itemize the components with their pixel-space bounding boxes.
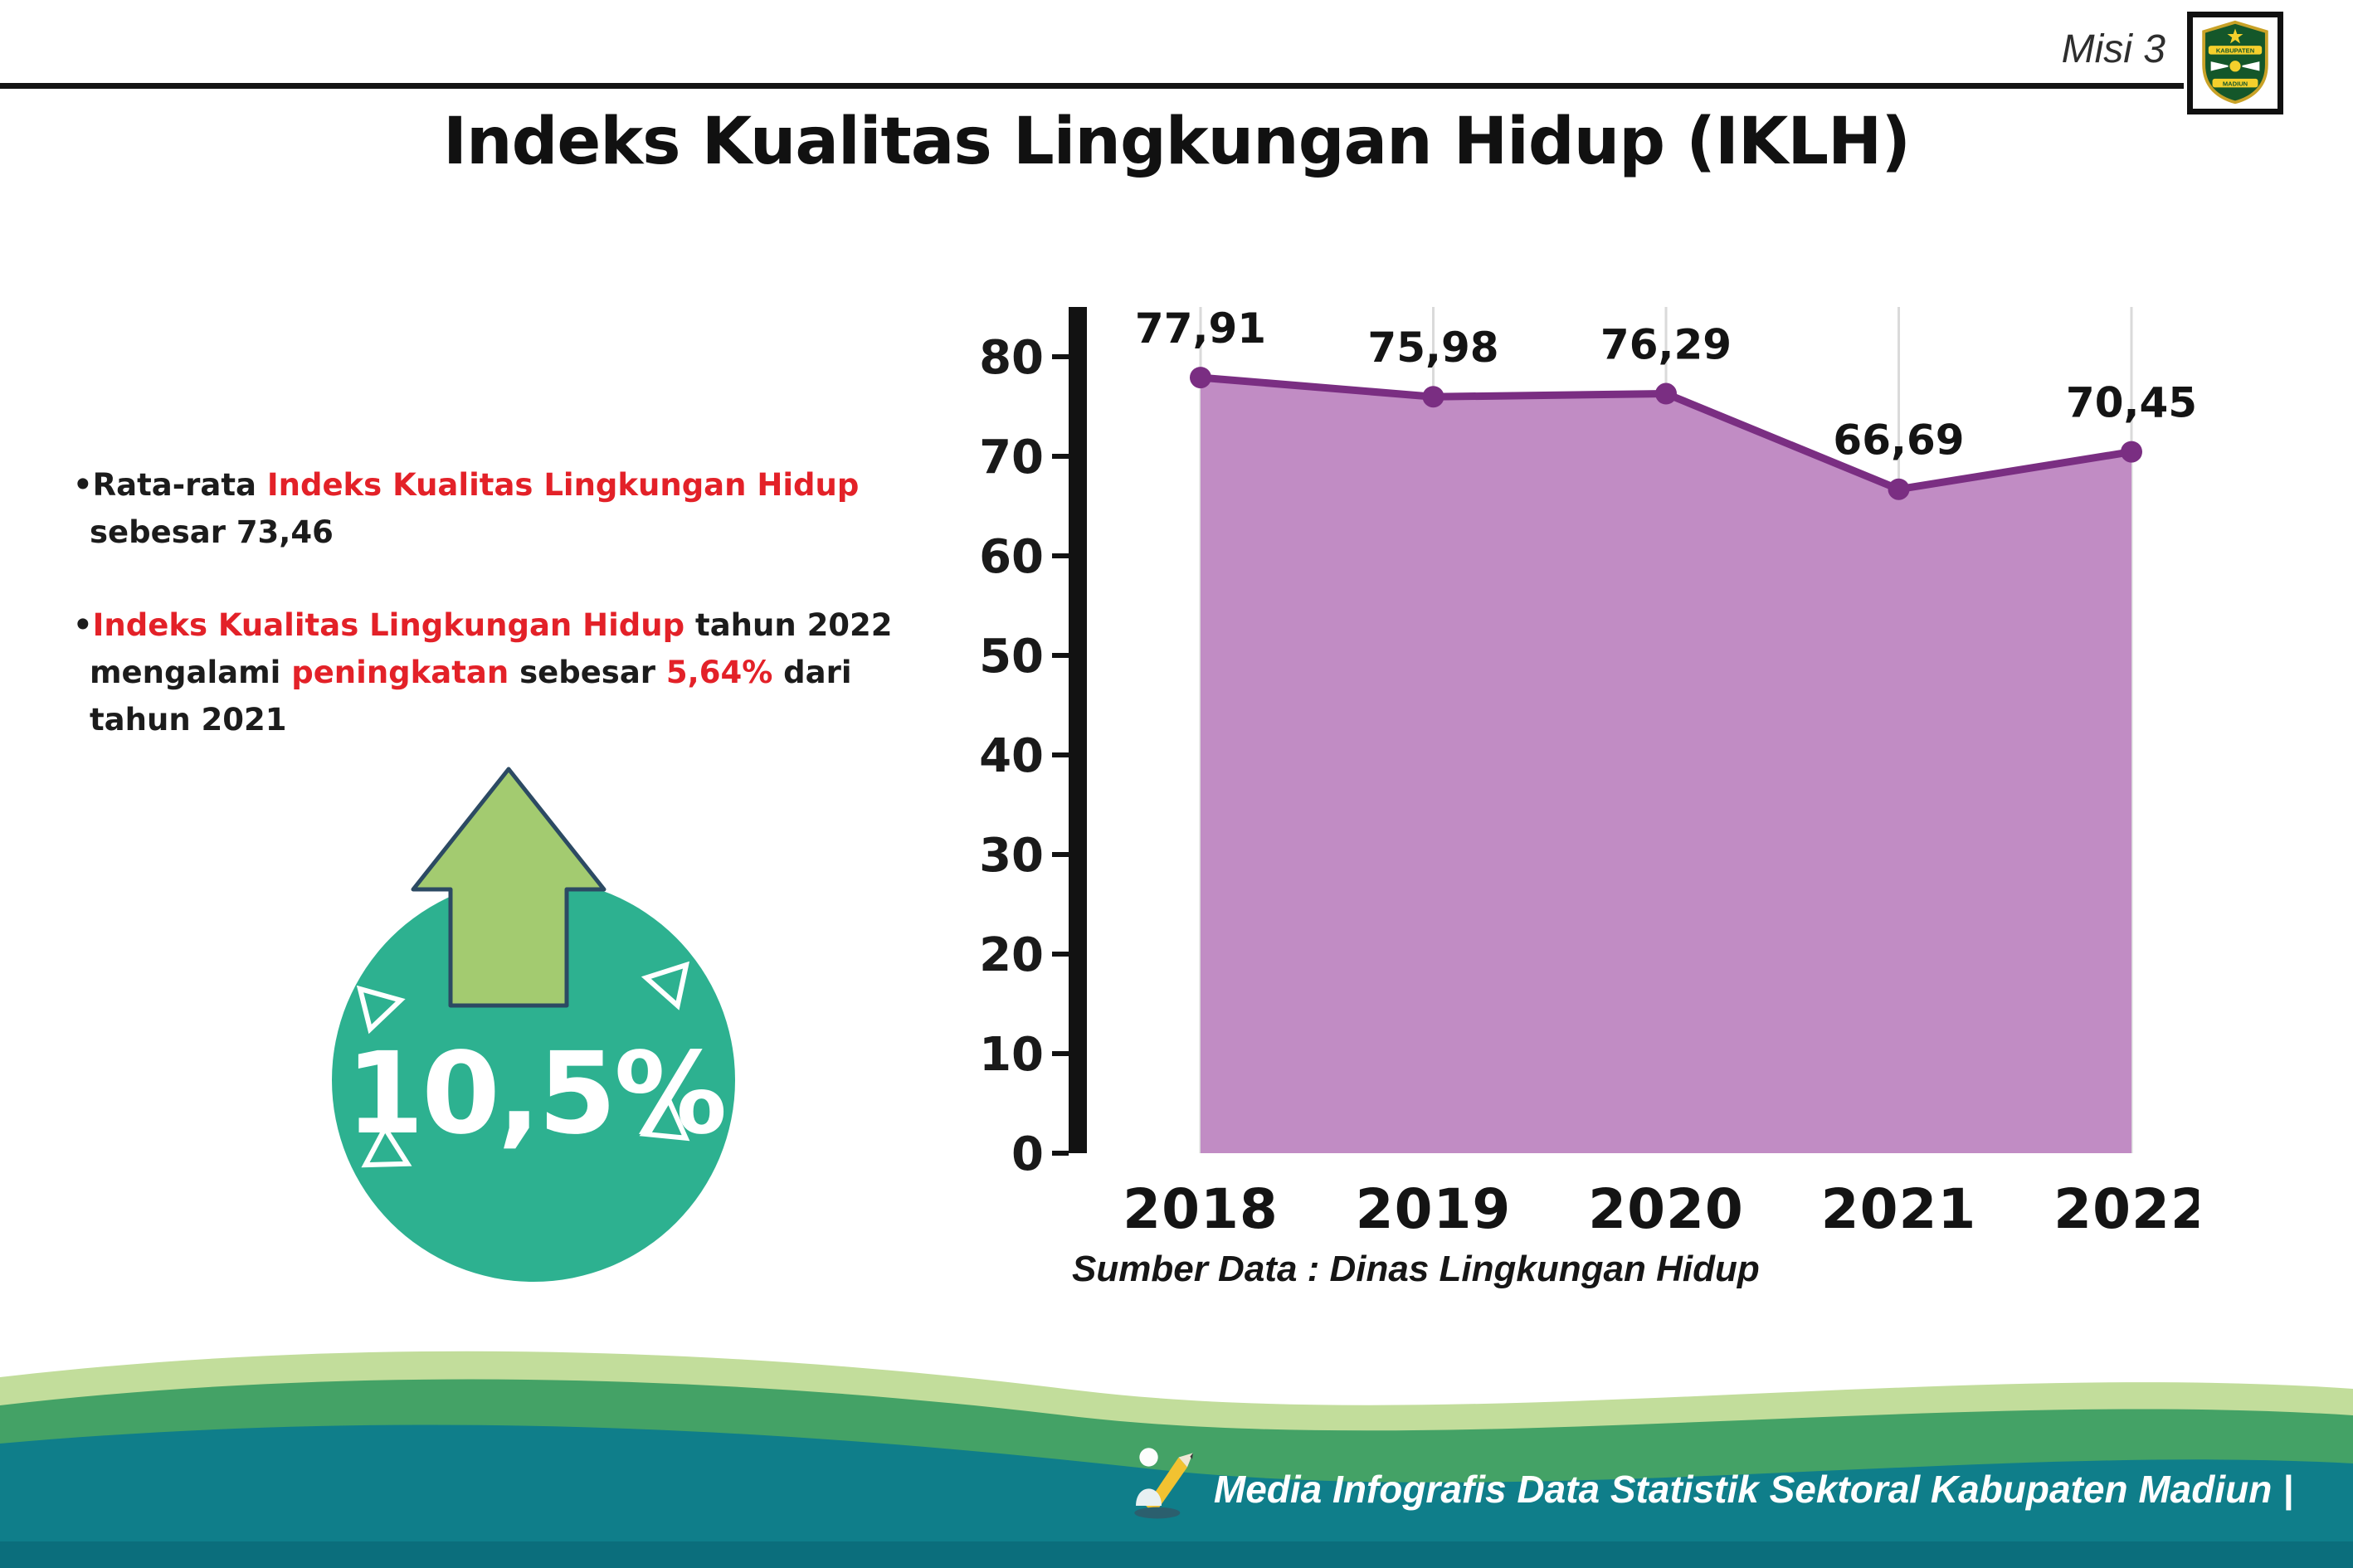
bullet2-dot: • [73, 606, 93, 643]
logo-bottom-text: MADIUN [2223, 80, 2248, 87]
svg-text:40: 40 [979, 729, 1044, 783]
bullet2-text-2: mengalami [90, 655, 292, 691]
increase-badge [332, 767, 735, 1282]
svg-text:2020: 2020 [1588, 1177, 1744, 1241]
bullet2-text-1: tahun 2022 [684, 606, 893, 643]
svg-text:70,45: 70,45 [2066, 379, 2197, 427]
svg-text:2022: 2022 [2053, 1177, 2199, 1241]
bullet-increase-iklh: •Indeks Kualitas Lingkungan Hidup tahun … [73, 601, 893, 744]
bullet2-highlight-1: Indeks Kualitas Lingkungan Hidup [92, 606, 685, 643]
svg-text:75,98: 75,98 [1367, 324, 1498, 372]
svg-text:2019: 2019 [1356, 1177, 1512, 1241]
bullet2-text-4: dari [772, 655, 852, 691]
svg-text:77,91: 77,91 [1135, 304, 1266, 353]
bullet2-text-3: sebesar [509, 655, 666, 691]
svg-text:60: 60 [979, 530, 1044, 584]
badge-percentage-value: 10,5% [345, 1029, 728, 1160]
svg-text:76,29: 76,29 [1600, 321, 1732, 369]
footer-text: Media Infografis Data Statistik Sektoral… [1213, 1468, 2293, 1511]
svg-text:2021: 2021 [1821, 1177, 1977, 1241]
kabupaten-madiun-crest-icon: KABUPATEN MADIUN [2202, 20, 2268, 105]
bullet1-text: •Rata-rata [73, 467, 267, 503]
svg-text:10: 10 [979, 1028, 1044, 1082]
bullet2-highlight-3: 5,64% [665, 655, 773, 691]
svg-text:50: 50 [979, 630, 1044, 684]
footer-bar: Media Infografis Data Statistik Sektoral… [1126, 1437, 2293, 1523]
svg-text:70: 70 [979, 431, 1044, 485]
top-divider-rule [0, 83, 2184, 89]
up-arrow-icon [411, 767, 607, 1008]
logo-top-text: KABUPATEN [2216, 47, 2254, 55]
kabupaten-madiun-logo: KABUPATEN MADIUN [2187, 12, 2283, 114]
svg-text:2018: 2018 [1123, 1177, 1279, 1241]
svg-text:20: 20 [979, 928, 1044, 982]
svg-text:0: 0 [1011, 1127, 1044, 1181]
iklh-area-chart: 77,91 75,98 76,29 66,69 70,45 0 10 20 30 40 50 60 70… [979, 304, 2199, 1241]
bullet2-highlight-2: peningkatan [291, 655, 509, 691]
svg-text:30: 30 [979, 829, 1044, 883]
svg-text:66,69: 66,69 [1833, 416, 1964, 465]
data-source-caption: Sumber Data : Dinas Lingkungan Hidup [1072, 1249, 1760, 1289]
misi-label: Misi 3 [2061, 27, 2165, 71]
bullet-average-iklh: •Rata-rata Indeks Kualitas Lingkungan Hi… [73, 461, 893, 557]
page-title: Indeks Kualitas Lingkungan Hidup (IKLH) [443, 105, 1911, 179]
bullet2-text-5: tahun 2021 [90, 702, 287, 738]
svg-text:80: 80 [979, 331, 1044, 385]
mascot-icon [1134, 1448, 1193, 1519]
summary-bullets: •Rata-rata Indeks Kualitas Lingkungan Hi… [73, 461, 893, 789]
bullet1-text-2: sebesar 73,46 [90, 514, 334, 551]
bullet1-highlight: Indeks Kualitas Lingkungan Hidup [266, 467, 860, 503]
